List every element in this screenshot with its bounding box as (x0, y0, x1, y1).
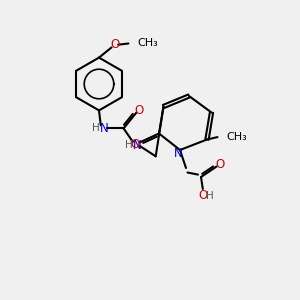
Text: CH₃: CH₃ (137, 38, 158, 49)
Text: N: N (100, 122, 109, 135)
Text: O: O (215, 158, 224, 171)
Text: CH₃: CH₃ (226, 131, 247, 142)
Text: O: O (110, 38, 119, 51)
Text: N: N (133, 139, 142, 152)
Text: H: H (206, 190, 213, 201)
Text: O: O (130, 138, 140, 152)
Text: N: N (174, 147, 183, 161)
Text: O: O (135, 103, 144, 117)
Text: H: H (125, 140, 133, 151)
Text: O: O (198, 189, 207, 202)
Text: H: H (92, 123, 100, 134)
